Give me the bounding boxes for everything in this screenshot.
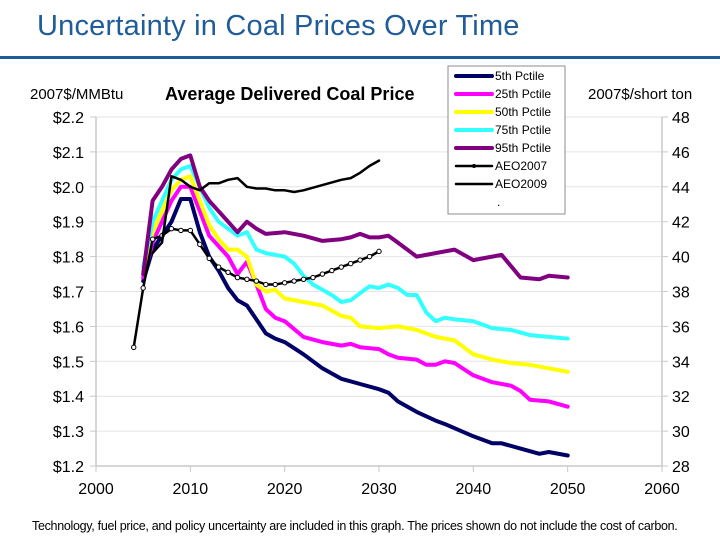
data-point <box>376 248 382 255</box>
data-point <box>149 236 156 242</box>
data-point <box>140 285 146 291</box>
legend-label: 50th Pctile <box>495 105 551 119</box>
y2-tick-label: 36 <box>672 319 690 336</box>
y-tick-label: $1.4 <box>53 389 84 406</box>
series-line-50th-pctile <box>141 174 570 374</box>
data-point <box>281 280 288 286</box>
y-tick-label: $2.1 <box>53 145 84 162</box>
data-point <box>206 255 212 262</box>
data-point <box>187 227 194 234</box>
data-point <box>131 344 137 351</box>
slide-title: Uncertainty in Coal Prices Over Time <box>37 10 520 42</box>
data-point <box>234 274 241 281</box>
y-tick-label: $1.8 <box>53 250 84 267</box>
y-tick-label: $2.2 <box>53 110 84 127</box>
data-point <box>348 260 354 267</box>
legend-label: 95th Pctile <box>495 141 551 155</box>
y2-tick-label: 34 <box>672 354 690 371</box>
data-point <box>178 227 184 234</box>
y2-tick-label: 32 <box>672 389 690 406</box>
series-line-25th-pctile <box>141 184 570 409</box>
y2-tick-label: 48 <box>672 110 690 127</box>
series-line-5th-pctile <box>141 197 570 458</box>
y2-tick-label: 44 <box>672 180 690 197</box>
y-tick-label: $1.7 <box>53 285 84 302</box>
data-point <box>338 264 344 270</box>
data-point <box>291 278 297 284</box>
x-tick-label: 2050 <box>550 481 586 498</box>
legend-marker <box>472 164 476 168</box>
data-point <box>300 276 307 282</box>
legend-extra: . <box>497 195 500 209</box>
y2-tick-label: 40 <box>672 250 690 267</box>
x-tick-label: 2010 <box>173 481 209 498</box>
y2-tick-label: 38 <box>672 285 690 302</box>
series-line-95th-pctile <box>141 153 570 282</box>
y-tick-label: $1.2 <box>53 459 84 476</box>
title-divider <box>0 56 720 59</box>
footnote: Technology, fuel price, and policy uncer… <box>32 519 678 533</box>
legend-label: 5th Pctile <box>495 69 545 83</box>
data-point <box>168 225 175 232</box>
data-point <box>244 276 250 282</box>
data-point <box>319 271 326 277</box>
y2-tick-label: 28 <box>672 459 690 476</box>
data-point <box>310 274 316 281</box>
y-tick-label: $1.3 <box>53 424 84 441</box>
data-point <box>366 253 373 260</box>
chart-title: Average Delivered Coal Price <box>165 84 415 104</box>
data-point <box>263 281 269 288</box>
y-tick-label: $2.0 <box>53 180 84 197</box>
y-tick-label: $1.5 <box>53 354 84 371</box>
legend-label: 25th Pctile <box>495 87 551 101</box>
y-tick-label: $1.9 <box>53 215 84 232</box>
data-point <box>225 269 231 276</box>
x-tick-label: 2060 <box>644 481 680 498</box>
data-point <box>329 267 335 274</box>
data-point <box>215 264 222 270</box>
data-point <box>357 257 363 263</box>
data-point <box>272 281 278 288</box>
legend-label: 75th Pctile <box>495 123 551 137</box>
legend-box <box>447 65 566 215</box>
y-axis-label: 2007$/MMBtu <box>30 86 124 103</box>
y2-tick-label: 46 <box>672 145 690 162</box>
y2-tick-label: 30 <box>672 424 690 441</box>
x-tick-label: 2030 <box>361 481 397 498</box>
legend-label: AEO2009 <box>495 177 547 191</box>
y-tick-label: $1.6 <box>53 319 84 336</box>
x-tick-label: 2020 <box>267 481 303 498</box>
x-tick-label: 2040 <box>456 481 492 498</box>
x-tick-label: 2000 <box>78 481 114 498</box>
series-line-aeo2009 <box>151 159 381 255</box>
data-point <box>197 241 203 248</box>
y2-tick-label: 42 <box>672 215 690 232</box>
data-point <box>253 278 260 284</box>
y2-axis-label: 2007$/short ton <box>588 86 693 103</box>
legend-label: AEO2007 <box>495 159 547 173</box>
